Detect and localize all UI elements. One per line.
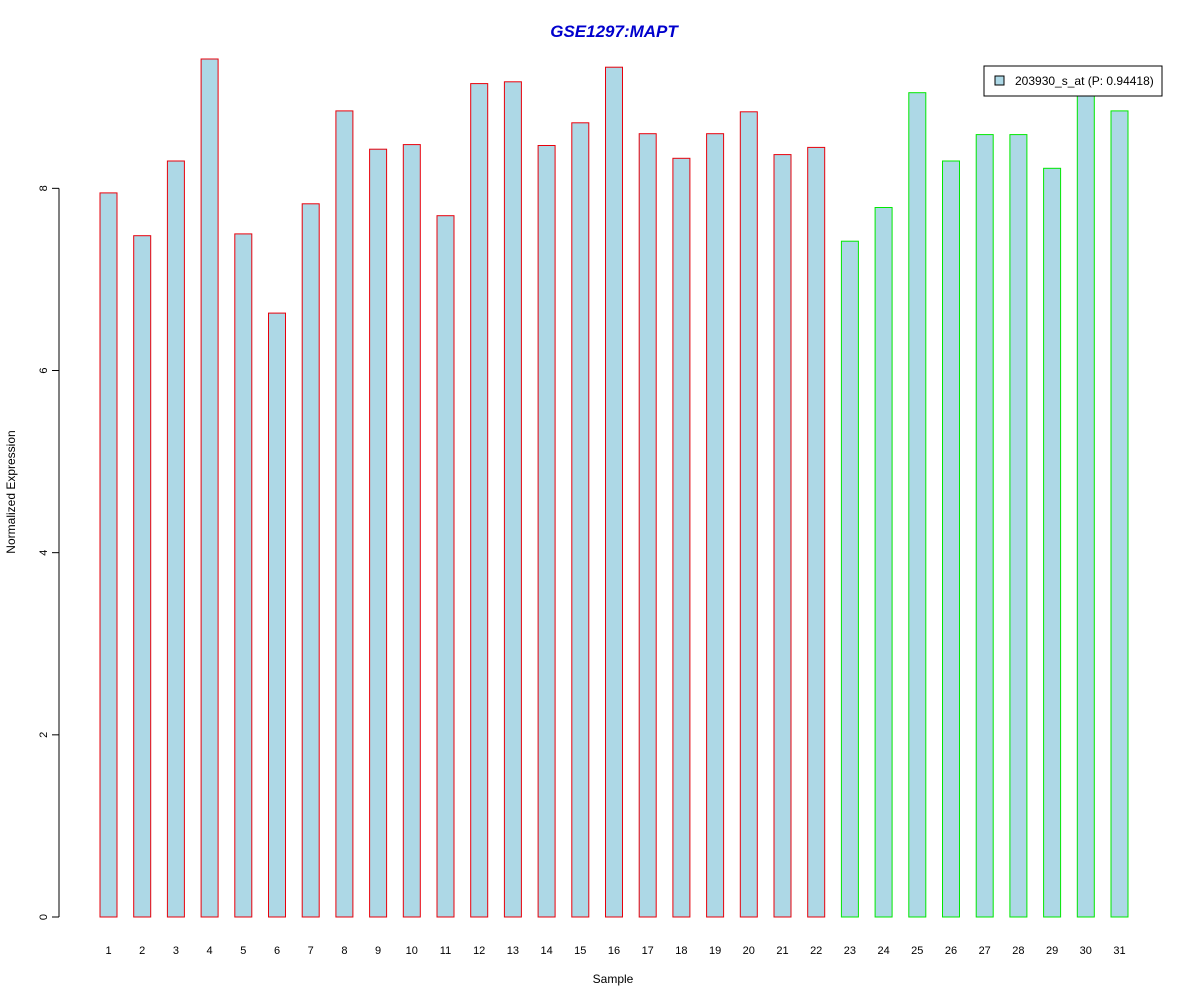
x-tick-label: 2 — [139, 945, 145, 957]
bar-sample-12 — [470, 83, 489, 918]
bar-sample-16 — [605, 66, 623, 918]
bar-sample-8 — [335, 110, 354, 918]
legend-swatch — [994, 75, 1005, 86]
x-tick-label: 17 — [642, 945, 654, 957]
bar-sample-22 — [807, 146, 826, 918]
x-tick-label: 1 — [105, 945, 111, 957]
x-tick-label: 4 — [207, 945, 213, 957]
bar-sample-19 — [706, 133, 725, 918]
y-axis-title: Normalized Expression — [4, 430, 18, 553]
bar-sample-29 — [1043, 167, 1062, 918]
bar-sample-3 — [166, 160, 185, 918]
bar-sample-30 — [1076, 87, 1095, 918]
y-tick-label: 0 — [38, 914, 50, 920]
x-tick-label: 25 — [911, 945, 923, 957]
x-tick-label: 5 — [240, 945, 246, 957]
x-tick-labels: 1 2 3 4 5 6 7 8 9 10 11 12 13 14 15 16 17 18 19 20 21 22 23 24 2… — [105, 945, 1125, 957]
x-tick-label: 24 — [877, 945, 889, 957]
x-tick-label: 29 — [1046, 945, 1058, 957]
x-tick-label: 11 — [440, 945, 451, 957]
bar-sample-4 — [200, 58, 219, 918]
y-tick-label: 8 — [38, 185, 50, 191]
legend: 203930_s_at (P: 0.94418) — [983, 65, 1163, 97]
x-tick-label: 30 — [1080, 945, 1092, 957]
bar-sample-24 — [874, 207, 893, 918]
bar-sample-14 — [537, 145, 556, 918]
bar-sample-20 — [739, 111, 758, 918]
y-tick-label: 4 — [38, 550, 50, 556]
bar-sample-18 — [672, 157, 691, 918]
x-tick-label: 18 — [675, 945, 687, 957]
bar-sample-15 — [571, 122, 590, 918]
legend-box — [983, 65, 1163, 97]
bar-sample-23 — [840, 240, 859, 918]
x-tick-label: 27 — [979, 945, 991, 957]
bar-sample-11 — [436, 215, 455, 918]
legend-label: 203930_s_at (P: 0.94418) — [1015, 74, 1154, 88]
x-tick-label: 28 — [1012, 945, 1024, 957]
bar-sample-26 — [942, 160, 960, 918]
x-tick-label: 7 — [308, 945, 314, 957]
bar-sample-6 — [268, 312, 286, 918]
x-tick-label: 16 — [608, 945, 620, 957]
x-tick-label: 26 — [945, 945, 957, 957]
bar-sample-1 — [99, 192, 118, 918]
bar-sample-27 — [975, 134, 994, 918]
x-tick-label: 12 — [473, 945, 485, 957]
x-tick-label: 9 — [375, 945, 381, 957]
x-tick-label: 6 — [274, 945, 280, 957]
bar-sample-10 — [402, 144, 421, 918]
bar-sample-31 — [1110, 110, 1129, 918]
chart-title: GSE1297:MAPT — [550, 22, 679, 41]
bars-group — [99, 58, 1129, 918]
bar-sample-9 — [369, 148, 388, 918]
bar-sample-28 — [1009, 134, 1028, 918]
x-tick-label: 15 — [574, 945, 586, 957]
bar-sample-13 — [503, 81, 522, 918]
x-tick-label: 8 — [341, 945, 347, 957]
x-tick-label: 20 — [743, 945, 755, 957]
x-tick-label: 10 — [406, 945, 418, 957]
x-axis-title: Sample — [593, 972, 634, 986]
x-tick-label: 14 — [540, 945, 552, 957]
x-tick-label: 23 — [844, 945, 856, 957]
x-tick-label: 13 — [507, 945, 519, 957]
x-tick-label: 22 — [810, 945, 822, 957]
x-tick-label: 31 — [1113, 945, 1125, 957]
x-tick-label: 21 — [776, 945, 788, 957]
y-tick-label: 6 — [38, 367, 50, 373]
bar-sample-21 — [773, 154, 792, 918]
bar-sample-5 — [234, 233, 253, 918]
bar-sample-17 — [638, 133, 657, 918]
x-tick-label: 3 — [173, 945, 179, 957]
bar-sample-25 — [908, 92, 927, 918]
bar-sample-7 — [301, 203, 320, 918]
y-axis: 0 2 4 6 8 — [38, 185, 60, 920]
x-tick-label: 19 — [709, 945, 721, 957]
y-tick-label: 2 — [38, 732, 50, 738]
bar-sample-2 — [133, 235, 152, 918]
